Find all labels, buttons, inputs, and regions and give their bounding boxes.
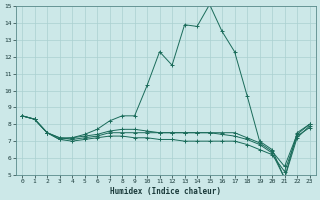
- X-axis label: Humidex (Indice chaleur): Humidex (Indice chaleur): [110, 187, 221, 196]
